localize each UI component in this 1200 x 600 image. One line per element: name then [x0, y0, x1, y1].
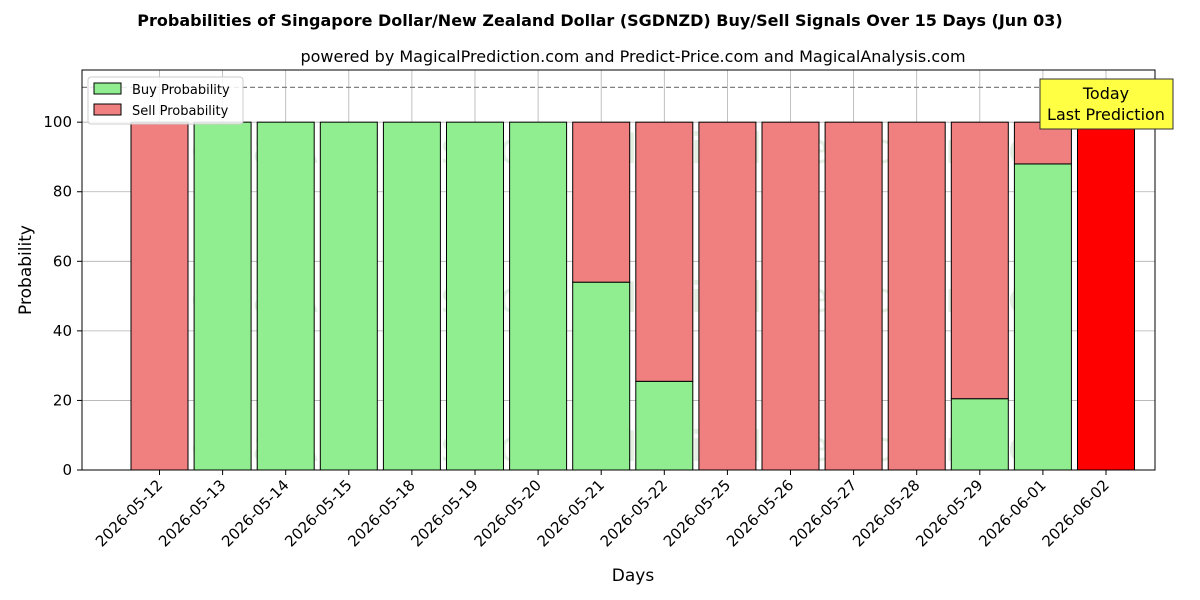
x-axis-label: Days [612, 566, 655, 586]
sell-bar [824, 121, 883, 471]
x-tick-label: 2026-05-12 [92, 476, 166, 550]
legend-sell-swatch [93, 103, 122, 116]
sell-bar [887, 121, 946, 471]
today-sell-bar [1077, 121, 1135, 471]
y-tick-label: 80 [53, 183, 72, 201]
x-axis: 2026-05-122026-05-132026-05-142026-05-15… [92, 470, 1113, 550]
x-tick-label: 2026-05-25 [660, 476, 734, 550]
chart-title: Probabilities of Singapore Dollar/New Ze… [137, 11, 1062, 30]
chart-subtitle: powered by MagicalPrediction.com and Pre… [300, 47, 965, 66]
x-tick-label: 2026-06-02 [1038, 476, 1112, 550]
x-tick-label: 2026-06-01 [975, 476, 1049, 550]
buy-bar [509, 121, 568, 471]
y-tick-label: 20 [53, 391, 72, 409]
y-tick-label: 40 [53, 322, 72, 340]
y-axis-label: Probability [16, 225, 36, 315]
legend-buy-swatch [93, 82, 122, 95]
sell-bar [698, 121, 757, 471]
x-tick-label: 2026-05-28 [849, 476, 923, 550]
buy-bar [256, 121, 315, 471]
buy-bar [572, 281, 631, 471]
buy-bar [446, 121, 504, 471]
buy-bar [193, 121, 252, 471]
today-annotation-box [1039, 78, 1174, 130]
legend: Buy Probability Sell Probability [87, 76, 244, 125]
sell-bar [572, 121, 631, 283]
today-annotation-line2: Last Prediction [1047, 105, 1165, 124]
buy-bar [382, 121, 441, 471]
x-tick-label: 2026-05-26 [723, 476, 797, 550]
x-tick-label: 2026-05-18 [344, 476, 418, 550]
sell-bar [761, 121, 820, 471]
y-tick-label: 100 [43, 113, 72, 131]
buy-bar [319, 121, 378, 471]
x-tick-label: 2026-05-15 [281, 476, 355, 550]
buy-bar [635, 380, 694, 471]
x-tick-label: 2026-05-27 [786, 476, 860, 550]
x-tick-label: 2026-05-29 [912, 476, 986, 550]
legend-buy-label: Buy Probability [132, 83, 230, 98]
y-tick-label: 60 [53, 252, 72, 270]
buy-bar [950, 398, 1009, 471]
x-tick-label: 2026-05-19 [407, 476, 481, 550]
x-tick-label: 2026-05-14 [218, 476, 292, 550]
legend-sell-label: Sell Probability [132, 104, 229, 119]
x-tick-label: 2026-05-22 [597, 476, 671, 550]
sell-bar [950, 121, 1009, 400]
today-annotation: Today Last Prediction [1039, 78, 1174, 130]
sell-bar [130, 121, 189, 471]
x-tick-label: 2026-05-13 [155, 476, 229, 550]
y-axis: 0 20 40 60 80 100 [43, 113, 82, 479]
x-tick-label: 2026-05-20 [471, 476, 545, 550]
plot-frame [81, 69, 1156, 471]
sell-bar [635, 121, 694, 382]
legend-box [87, 76, 244, 125]
y-tick-label: 0 [62, 461, 72, 479]
x-tick-label: 2026-05-21 [534, 476, 608, 550]
today-annotation-line1: Today [1082, 84, 1129, 103]
buy-bar [1013, 163, 1072, 471]
